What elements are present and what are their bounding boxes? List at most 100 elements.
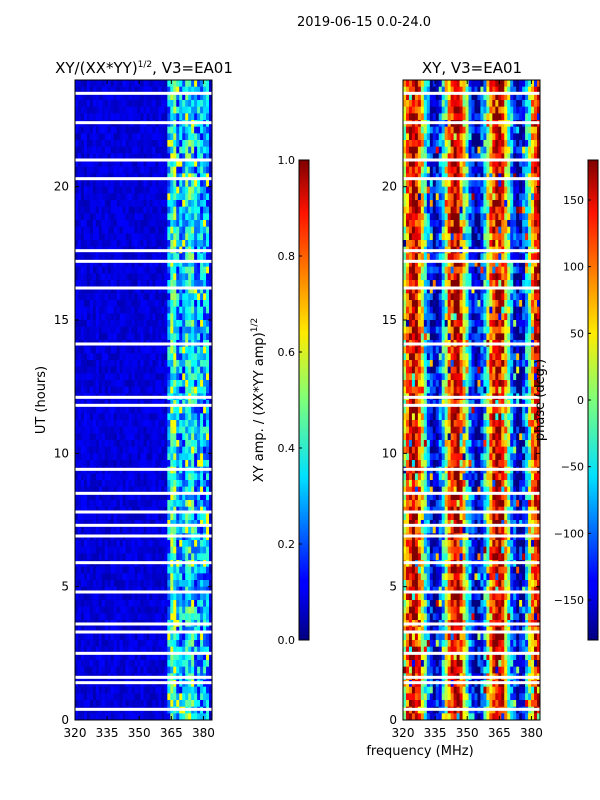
heatmap-cell (122, 80, 127, 88)
heatmap-cell (101, 506, 106, 514)
heatmap-cell (131, 493, 135, 501)
heatmap-cell (83, 153, 88, 161)
heatmap-cell (149, 186, 153, 194)
heatmap-cell (182, 286, 186, 294)
heatmap-cell (206, 220, 210, 228)
heatmap-cell (107, 220, 112, 228)
heatmap-cell (209, 333, 213, 341)
heatmap-cell (209, 313, 213, 321)
heatmap-cell (161, 320, 165, 328)
heatmap-cell (110, 700, 115, 708)
heatmap-cell (206, 540, 210, 548)
heatmap-cell (143, 293, 147, 301)
heatmap-cell (77, 493, 82, 501)
heatmap-cell (200, 493, 204, 501)
heatmap-cell (173, 500, 177, 508)
heatmap-cell (411, 186, 416, 194)
heatmap-cell (414, 440, 419, 448)
heatmap-cell (89, 633, 94, 641)
heatmap-cell (170, 233, 174, 241)
heatmap-cell (104, 213, 109, 221)
heatmap-cell (116, 420, 121, 428)
heatmap-cell (405, 233, 410, 241)
heatmap-cell (122, 526, 127, 534)
heatmap-cell (182, 426, 186, 434)
heatmap-cell (86, 386, 91, 394)
heatmap-cell (411, 126, 416, 134)
amp-colorbar-ticks: 0.00.20.40.60.81.0 (278, 154, 302, 647)
heatmap-cell (119, 420, 124, 428)
heatmap-cell (408, 273, 413, 281)
heatmap-cell (107, 213, 112, 221)
heatmap-cell (110, 166, 115, 174)
heatmap-cell (200, 700, 204, 708)
heatmap-cell (167, 320, 171, 328)
heatmap-cell (176, 646, 180, 654)
heatmap-cell (194, 206, 198, 214)
heatmap-cell (411, 613, 416, 621)
heatmap-cell (152, 686, 156, 694)
heatmap-cell (113, 240, 118, 248)
heatmap-cell (98, 693, 103, 701)
heatmap-cell (203, 166, 207, 174)
heatmap-cell (209, 186, 213, 194)
heatmap-cell (95, 646, 100, 654)
heatmap-cell (167, 713, 171, 721)
heatmap-cell (128, 93, 132, 101)
heatmap-cell (194, 593, 198, 601)
heatmap-cell (107, 420, 112, 428)
heatmap-cell (83, 433, 88, 441)
heatmap-cell (98, 186, 103, 194)
heatmap-cell (161, 460, 165, 468)
heatmap-cell (89, 93, 94, 101)
heatmap-cell (197, 626, 201, 634)
heatmap-cell (176, 80, 180, 88)
heatmap-cell (176, 366, 180, 374)
heatmap-cell (185, 206, 189, 214)
heatmap-cell (173, 593, 177, 601)
heatmap-cell (408, 160, 413, 168)
heatmap-cell (158, 493, 162, 501)
heatmap-cell (140, 540, 144, 548)
heatmap-cell (179, 373, 183, 381)
heatmap-cell (116, 286, 121, 294)
heatmap-cell (176, 513, 180, 521)
heatmap-cell (134, 140, 138, 148)
heatmap-cell (179, 193, 183, 201)
heatmap-cell (152, 546, 156, 554)
heatmap-cell (197, 153, 201, 161)
heatmap-cell (77, 526, 82, 534)
heatmap-cell (197, 146, 201, 154)
heatmap-cell (98, 553, 103, 561)
heatmap-cell (80, 93, 85, 101)
heatmap-cell (125, 140, 130, 148)
heatmap-cell (152, 646, 156, 654)
heatmap-cell (131, 433, 135, 441)
heatmap-cell (194, 153, 198, 161)
amp-colorbar (298, 159, 310, 641)
heatmap-cell (137, 480, 141, 488)
heatmap-cell (149, 226, 153, 234)
heatmap-cell (75, 513, 79, 521)
heatmap-cell (149, 426, 153, 434)
heatmap-cell (89, 566, 94, 574)
heatmap-cell (158, 433, 162, 441)
heatmap-cell (179, 333, 183, 341)
heatmap-cell (179, 506, 183, 514)
heatmap-cell (119, 506, 124, 514)
heatmap-cell (158, 326, 162, 334)
heatmap-cell (75, 653, 79, 661)
heatmap-cell (203, 653, 207, 661)
heatmap-cell (158, 113, 162, 121)
heatmap-cell (191, 293, 195, 301)
heatmap-cell (206, 613, 210, 621)
heatmap-cell (191, 306, 195, 314)
heatmap-cell (86, 360, 91, 368)
heatmap-cell (104, 220, 109, 228)
heatmap-cell (179, 133, 183, 141)
heatmap-cell (110, 506, 115, 514)
heatmap-cell (164, 400, 168, 408)
heatmap-cell (411, 500, 416, 508)
heatmap-cell (167, 493, 171, 501)
heatmap-cell (86, 486, 91, 494)
